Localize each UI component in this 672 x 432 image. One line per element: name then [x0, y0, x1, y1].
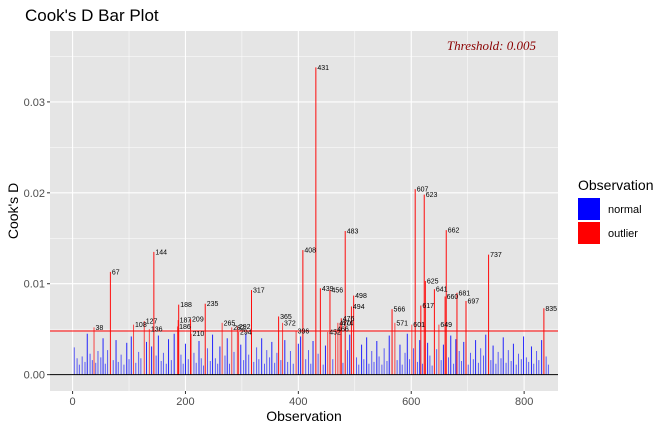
outlier-label: 186 — [179, 324, 191, 331]
outlier-label: 617 — [422, 303, 434, 310]
outlier-label: 835 — [545, 306, 557, 313]
chart-title: Cook's D Bar Plot — [25, 6, 159, 25]
outlier-label: 439 — [322, 286, 334, 293]
outlier-label: 494 — [353, 304, 365, 311]
outlier-label: 38 — [96, 325, 104, 332]
legend-swatch-normal — [578, 198, 600, 220]
outlier-label: 282 — [233, 325, 245, 332]
legend: Observation normal outlier — [578, 177, 653, 244]
y-tick-label: 0.00 — [24, 370, 45, 382]
outlier-label: 476 — [343, 316, 355, 323]
x-tick-label: 600 — [402, 396, 420, 408]
legend-swatch-outlier — [578, 222, 600, 244]
outlier-label: 601 — [413, 322, 425, 329]
outlier-label: 235 — [207, 301, 219, 308]
outlier-label: 641 — [436, 287, 448, 294]
outlier-label: 292 — [239, 324, 251, 331]
x-tick-label: 800 — [515, 396, 533, 408]
outlier-label: 144 — [155, 249, 167, 256]
outlier-label: 498 — [355, 293, 367, 300]
outlier-label: 188 — [180, 302, 192, 309]
outlier-label: 483 — [347, 229, 359, 236]
outlier-label: 623 — [426, 192, 438, 199]
x-tick-label: 400 — [289, 396, 307, 408]
outlier-label: 466 — [337, 327, 349, 334]
outlier-label: 408 — [304, 248, 316, 255]
x-tick-label: 0 — [70, 396, 76, 408]
x-axis-title: Observation — [266, 408, 341, 424]
y-tick-label: 0.01 — [24, 279, 45, 291]
outlier-label: 67 — [112, 269, 120, 276]
outlier-label: 662 — [448, 228, 460, 235]
x-axis-ticks: 0 200 400 600 800 — [70, 391, 533, 408]
outlier-label: 187 — [180, 318, 192, 325]
outlier-label: 470 — [339, 320, 351, 327]
outlier-label: 607 — [417, 187, 429, 194]
y-axis-title: Cook's D — [5, 183, 21, 239]
y-axis-ticks: 0.00 0.01 0.02 0.03 — [24, 97, 50, 382]
outlier-label: 317 — [253, 288, 265, 295]
outlier-label: 372 — [284, 320, 296, 327]
outlier-label: 365 — [280, 314, 292, 321]
y-tick-label: 0.03 — [24, 97, 45, 109]
outlier-label: 396 — [298, 329, 310, 336]
legend-label-outlier: outlier — [608, 228, 638, 240]
outlier-label: 294 — [240, 329, 252, 336]
outlier-label: 474 — [342, 320, 354, 327]
outlier-label: 136 — [151, 327, 163, 334]
outlier-label: 452 — [329, 329, 341, 336]
outlier-label: 571 — [396, 320, 408, 327]
outlier-label: 681 — [458, 290, 470, 297]
legend-label-normal: normal — [608, 204, 642, 216]
outlier-label: 209 — [192, 317, 204, 324]
outlier-label: 431 — [317, 65, 329, 72]
legend-items: normal outlier — [578, 198, 642, 244]
y-tick-label: 0.02 — [24, 188, 45, 200]
legend-title: Observation — [578, 177, 653, 193]
x-tick-label: 200 — [176, 396, 194, 408]
plot-panel — [50, 31, 558, 391]
outlier-label: 566 — [394, 307, 406, 314]
outlier-label: 660 — [447, 294, 459, 301]
outlier-label: 649 — [440, 322, 452, 329]
threshold-annotation: Threshold: 0.005 — [447, 38, 537, 53]
outlier-label: 210 — [193, 331, 205, 338]
outlier-label: 127 — [146, 319, 158, 326]
outlier-label: 265 — [224, 320, 236, 327]
outlier-label: 697 — [467, 299, 479, 306]
outlier-label: 625 — [427, 279, 439, 286]
outlier-label: 108 — [135, 322, 147, 329]
normal-bars-group — [73, 333, 549, 375]
outlier-label: 737 — [490, 252, 502, 259]
outlier-label: 456 — [331, 288, 343, 295]
